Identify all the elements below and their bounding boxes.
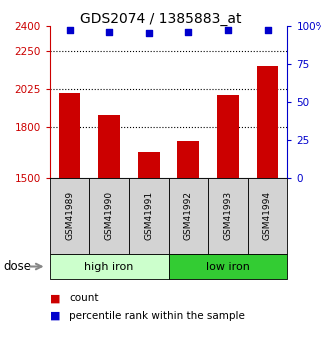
Point xyxy=(265,28,270,33)
Text: GSM41994: GSM41994 xyxy=(263,191,272,240)
Bar xyxy=(217,95,239,178)
Point xyxy=(146,31,151,36)
Bar xyxy=(98,115,120,178)
Text: GDS2074 / 1385883_at: GDS2074 / 1385883_at xyxy=(80,12,241,26)
Text: percentile rank within the sample: percentile rank within the sample xyxy=(69,311,245,321)
Bar xyxy=(178,140,199,178)
Bar xyxy=(169,254,287,279)
Bar xyxy=(50,254,169,279)
Bar xyxy=(138,152,160,178)
Point xyxy=(225,28,230,33)
Point xyxy=(186,29,191,35)
Point xyxy=(67,28,72,33)
Bar xyxy=(208,178,248,254)
Text: dose: dose xyxy=(3,260,31,273)
Text: low iron: low iron xyxy=(206,262,250,272)
Text: ■: ■ xyxy=(50,311,60,321)
Bar xyxy=(89,178,129,254)
Bar xyxy=(256,66,278,178)
Text: high iron: high iron xyxy=(84,262,134,272)
Text: ■: ■ xyxy=(50,294,60,303)
Text: GSM41989: GSM41989 xyxy=(65,191,74,240)
Bar xyxy=(50,178,89,254)
Bar xyxy=(169,178,208,254)
Point xyxy=(107,29,112,35)
Text: count: count xyxy=(69,294,99,303)
Bar xyxy=(248,178,287,254)
Text: GSM41992: GSM41992 xyxy=(184,191,193,240)
Text: GSM41993: GSM41993 xyxy=(223,191,232,240)
Text: GSM41990: GSM41990 xyxy=(105,191,114,240)
Text: GSM41991: GSM41991 xyxy=(144,191,153,240)
Bar xyxy=(59,93,81,178)
Bar xyxy=(129,178,169,254)
